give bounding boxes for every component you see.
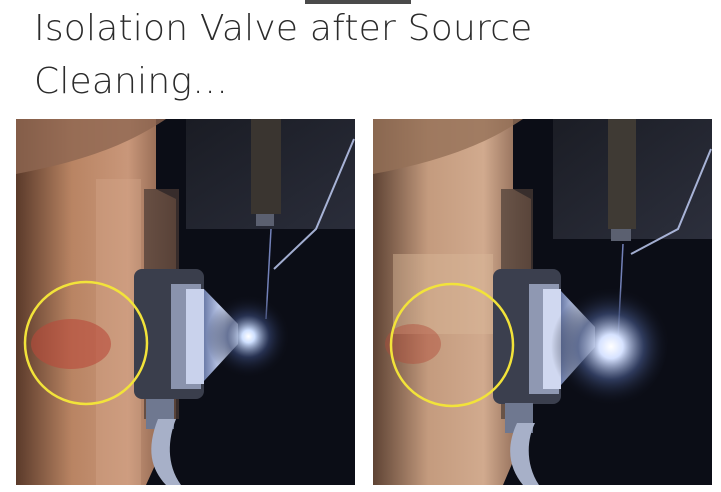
slide-title: Isolation Valve after Source Cleaning…: [34, 2, 694, 108]
after-photo-image: [373, 119, 712, 485]
highlight-circle-left: [23, 280, 149, 406]
title-line-2: Cleaning…: [34, 61, 229, 102]
before-cleaning-photo: [16, 119, 355, 485]
highlight-circle-right: [389, 282, 515, 408]
top-tab-marker: [305, 0, 411, 4]
after-cleaning-photo: [373, 119, 712, 485]
before-photo-image: [16, 119, 355, 485]
title-line-1: Isolation Valve after Source: [34, 8, 533, 49]
